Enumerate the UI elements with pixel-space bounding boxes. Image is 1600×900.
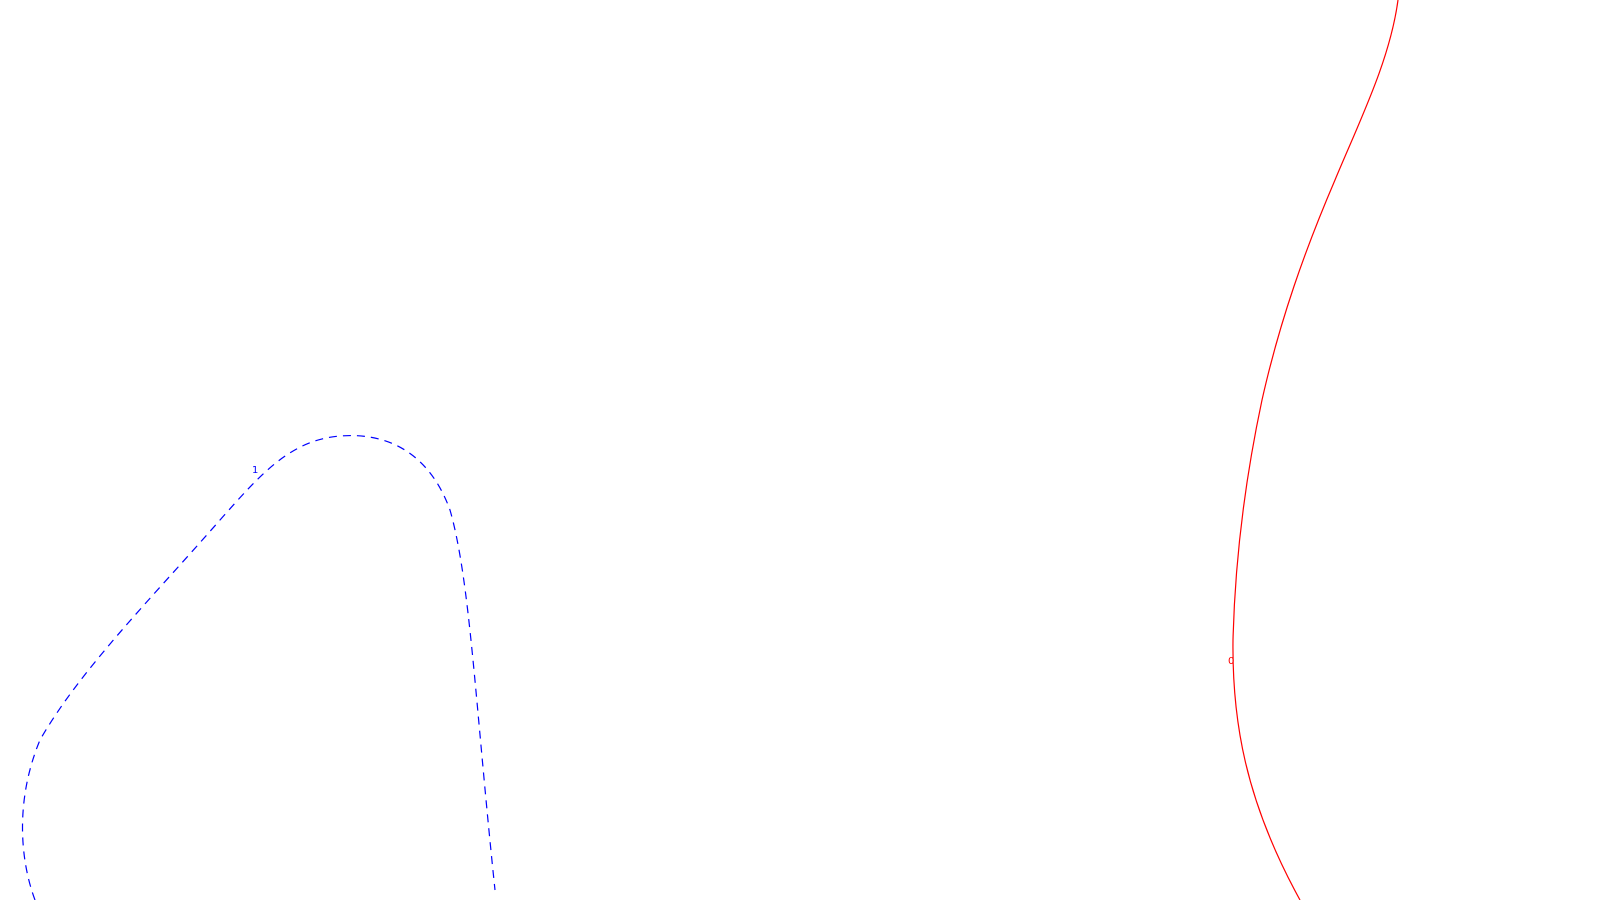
contour-label-level-0: 0 (1228, 656, 1234, 667)
contour-line-level-1 (21, 434, 496, 900)
contour-label-level-1: 1 (252, 465, 258, 476)
contour-line-level-0 (1232, 0, 1399, 900)
